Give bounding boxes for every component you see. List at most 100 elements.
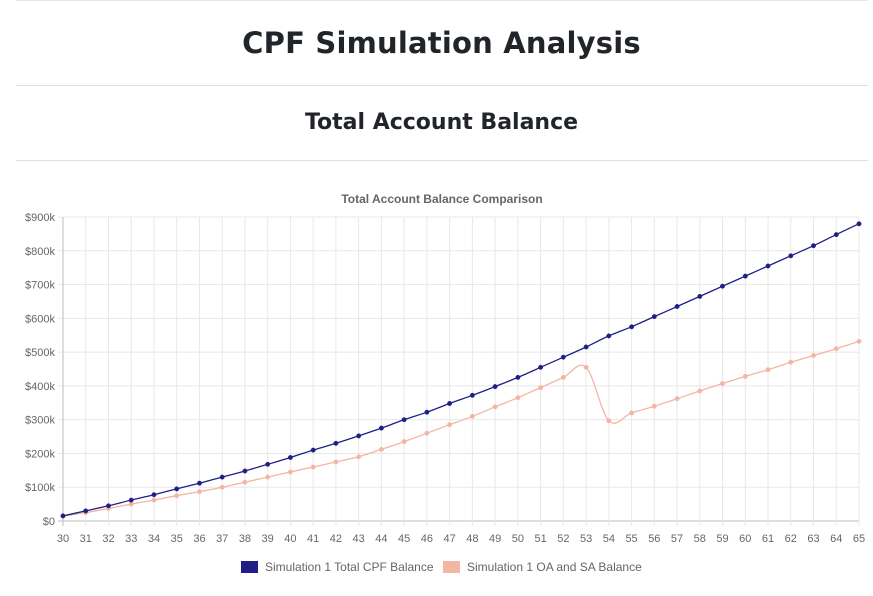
series-2-point bbox=[538, 385, 544, 391]
x-tick-label: 31 bbox=[80, 533, 92, 545]
series-1-point bbox=[356, 433, 362, 439]
series-1-point bbox=[128, 497, 134, 503]
legend-item-1[interactable]: Simulation 1 Total CPF Balance bbox=[241, 560, 434, 574]
legend-label[interactable]: Simulation 1 OA and SA Balance bbox=[467, 560, 642, 574]
x-tick-label: 30 bbox=[57, 533, 69, 545]
series-2-point bbox=[674, 396, 680, 402]
x-tick-label: 37 bbox=[216, 533, 228, 545]
series-1-point bbox=[788, 253, 794, 259]
series-2-point bbox=[742, 373, 748, 379]
chart-grid bbox=[58, 216, 860, 526]
chart-legend[interactable]: Simulation 1 Total CPF Balance Simulation… bbox=[241, 560, 642, 574]
series-1-point bbox=[538, 364, 544, 370]
x-tick-label: 39 bbox=[262, 533, 274, 545]
x-tick-label: 57 bbox=[671, 533, 683, 545]
series-1-point bbox=[629, 324, 635, 330]
y-tick-label: $400k bbox=[25, 381, 55, 393]
series-1-point bbox=[401, 417, 407, 423]
series-2-point bbox=[560, 374, 566, 380]
series-1-point bbox=[651, 314, 657, 320]
series-1-point bbox=[856, 221, 862, 227]
series-2-point bbox=[378, 446, 384, 452]
series-1-point bbox=[492, 384, 498, 390]
series-2-point bbox=[174, 493, 180, 499]
y-tick-label: $900k bbox=[25, 212, 55, 224]
x-axis-ticks: 30 31 32 33 34 35 36 37 38 39 40 41 42 43 44 45 46 47 48 49… bbox=[57, 533, 865, 545]
series-2-point bbox=[128, 501, 134, 507]
series-1-point bbox=[378, 425, 384, 431]
x-tick-label: 51 bbox=[534, 533, 546, 545]
title-divider bbox=[16, 85, 868, 86]
series-2-point bbox=[197, 489, 202, 495]
series-2-point bbox=[242, 479, 248, 485]
x-tick-label: 35 bbox=[171, 533, 183, 545]
x-tick-label: 44 bbox=[375, 533, 387, 545]
series-1-point bbox=[742, 273, 748, 279]
chart-points bbox=[60, 221, 862, 519]
legend-swatch[interactable] bbox=[443, 561, 460, 573]
x-tick-label: 34 bbox=[148, 533, 160, 545]
series-2-point bbox=[401, 439, 407, 445]
y-tick-label: $700k bbox=[25, 280, 55, 292]
legend-item-2[interactable]: Simulation 1 OA and SA Balance bbox=[443, 560, 642, 574]
y-axis-ticks: $0 $100k $200k $300k $400k $500k $600k $700k $80… bbox=[25, 212, 55, 528]
x-tick-label: 58 bbox=[694, 533, 706, 545]
x-tick-label: 49 bbox=[489, 533, 501, 545]
x-tick-label: 38 bbox=[239, 533, 251, 545]
series-1-point bbox=[469, 392, 475, 398]
series-1-point bbox=[106, 503, 111, 509]
y-tick-label: $200k bbox=[25, 448, 55, 460]
series-1-point bbox=[242, 468, 248, 474]
series-1-point bbox=[765, 263, 771, 269]
legend-swatch[interactable] bbox=[241, 561, 258, 573]
x-tick-label: 36 bbox=[193, 533, 205, 545]
y-tick-label: $500k bbox=[25, 347, 55, 359]
series-2-point bbox=[606, 418, 612, 424]
series-1-point bbox=[287, 455, 293, 460]
series-2-point bbox=[856, 338, 862, 344]
section-divider bbox=[16, 160, 868, 161]
y-tick-label: $100k bbox=[25, 482, 55, 494]
series-2-point bbox=[310, 464, 316, 470]
series-2-point bbox=[765, 367, 771, 373]
x-tick-label: 59 bbox=[716, 533, 728, 545]
series-2-point bbox=[651, 403, 657, 409]
top-divider bbox=[16, 0, 868, 1]
series-2-point bbox=[424, 430, 430, 436]
y-tick-label: $300k bbox=[25, 415, 55, 427]
series-1-point bbox=[560, 354, 566, 360]
series-1-point bbox=[197, 480, 202, 486]
series-2-point bbox=[492, 404, 498, 410]
series-1-point bbox=[811, 243, 816, 249]
x-tick-label: 60 bbox=[739, 533, 751, 545]
x-tick-label: 45 bbox=[398, 533, 410, 545]
x-tick-label: 56 bbox=[648, 533, 660, 545]
series-1-point bbox=[174, 486, 180, 492]
series-1-point bbox=[151, 492, 157, 498]
series-2-point bbox=[515, 395, 521, 401]
series-1-point bbox=[333, 440, 339, 446]
series-1-point bbox=[60, 513, 66, 519]
x-tick-label: 61 bbox=[762, 533, 774, 545]
series-1-point bbox=[515, 374, 521, 380]
series-2-point bbox=[447, 422, 453, 428]
series-2-point bbox=[151, 497, 157, 503]
x-tick-label: 52 bbox=[557, 533, 569, 545]
x-tick-label: 41 bbox=[307, 533, 319, 545]
series-2-point bbox=[265, 474, 271, 480]
x-tick-label: 64 bbox=[830, 533, 842, 545]
chart-title: Total Account Balance Comparison bbox=[341, 192, 542, 206]
series-2-point bbox=[811, 353, 816, 358]
x-tick-label: 33 bbox=[125, 533, 137, 545]
y-tick-label: $0 bbox=[43, 516, 55, 528]
legend-label[interactable]: Simulation 1 Total CPF Balance bbox=[265, 560, 434, 574]
series-2-point bbox=[219, 484, 225, 490]
series-2-point bbox=[788, 359, 794, 365]
series-1-point bbox=[447, 401, 453, 406]
series-2-point bbox=[287, 469, 293, 475]
series-1-point bbox=[310, 447, 316, 453]
y-tick-label: $800k bbox=[25, 246, 55, 258]
series-2-point bbox=[697, 388, 703, 394]
